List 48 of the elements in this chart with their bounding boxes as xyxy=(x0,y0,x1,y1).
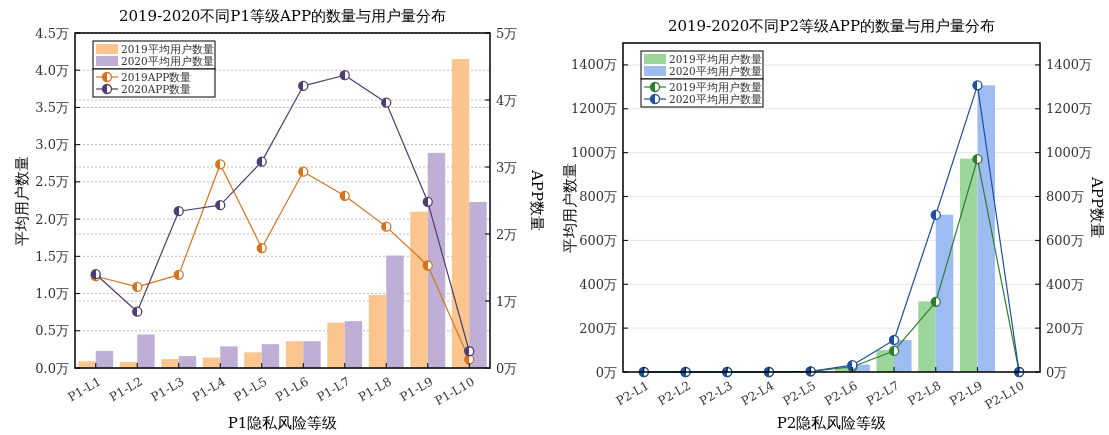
y-tick-label: 3.5万 xyxy=(35,99,69,115)
y-axis-title: 平均用户数量 xyxy=(13,155,31,246)
y2-tick-label: 1400万 xyxy=(1046,57,1093,73)
y2-tick-label: 1200万 xyxy=(1046,101,1093,117)
y-tick-label: 2.0万 xyxy=(35,211,69,227)
y2-tick-label: 1万 xyxy=(496,293,518,309)
y-tick-label: 3.0万 xyxy=(35,137,69,153)
y-tick-label: 600万 xyxy=(579,232,617,248)
chart-title: 2019-2020不同P1等级APP的数量与用户量分布 xyxy=(118,7,447,25)
y-tick-label: 1.0万 xyxy=(35,286,69,302)
legend-label: 2020APP数量 xyxy=(121,83,192,95)
y2-tick-label: 5万 xyxy=(496,25,518,41)
legend-label: 2020平均用户数量 xyxy=(669,93,762,105)
y2-tick-label: 2万 xyxy=(496,226,518,242)
legend-label: 2019平均用户数量 xyxy=(121,43,214,55)
y-tick-label: 1.5万 xyxy=(35,248,69,264)
legend-label: 2019平均用户数量 xyxy=(669,53,762,65)
y-tick-label: 1400万 xyxy=(570,57,617,73)
y-tick-label: 0.0万 xyxy=(35,360,69,376)
legend-label: 2020平均用户数量 xyxy=(121,55,214,67)
y2-tick-label: 800万 xyxy=(1046,189,1084,205)
y-tick-label: 1000万 xyxy=(570,145,617,161)
y-axis-title: 平均用户数量 xyxy=(561,162,579,253)
x-axis-title: P2隐私风险等级 xyxy=(776,414,887,432)
chart-title: 2019-2020不同P2等级APP的数量与用户量分布 xyxy=(667,17,996,35)
y-tick-label: 1200万 xyxy=(570,101,617,117)
legend-label: 2020平均用户数量 xyxy=(669,65,762,77)
y-tick-label: 800万 xyxy=(579,189,617,205)
y-tick-label: 0.5万 xyxy=(35,323,69,339)
y-tick-label: 4.5万 xyxy=(35,25,69,41)
y-tick-label: 4.0万 xyxy=(35,62,69,78)
y2-tick-label: 400万 xyxy=(1046,276,1084,292)
legend-label: 2019APP数量 xyxy=(121,71,192,83)
y2-tick-label: 0万 xyxy=(1046,364,1068,380)
y2-tick-label: 1000万 xyxy=(1046,145,1093,161)
x-axis-title: P1隐私风险等级 xyxy=(227,414,338,432)
y-tick-label: 400万 xyxy=(579,276,617,292)
y2-tick-label: 3万 xyxy=(496,159,518,175)
y2-axis-title: APP数量 xyxy=(1088,175,1106,239)
y-tick-label: 0万 xyxy=(595,364,617,380)
y2-tick-label: 200万 xyxy=(1046,320,1084,336)
y-tick-label: 2.5万 xyxy=(35,174,69,190)
y2-tick-label: 4万 xyxy=(496,92,518,108)
y2-tick-label: 0万 xyxy=(496,360,518,376)
legend-label: 2019平均用户数量 xyxy=(669,81,762,93)
y2-tick-label: 600万 xyxy=(1046,232,1084,248)
y2-axis-title: APP数量 xyxy=(528,168,546,232)
y-tick-label: 200万 xyxy=(579,320,617,336)
